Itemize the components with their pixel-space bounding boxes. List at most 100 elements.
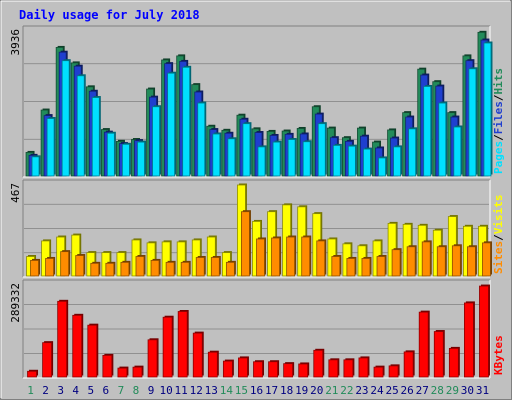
sites-bar: [241, 211, 250, 277]
pages-bar: [242, 123, 251, 177]
sites-bar: [346, 258, 356, 277]
kbytes-bar: [479, 285, 489, 378]
sites-bar: [105, 262, 115, 277]
kbytes-bar: [42, 342, 52, 378]
kbytes-bar: [177, 311, 188, 378]
x-tick-label: 21: [325, 384, 338, 397]
kbytes-bar: [433, 331, 444, 378]
panel-2-ymax-label: 289332: [9, 283, 22, 323]
panel-0-legend: Pages/Files/Hits: [492, 68, 505, 174]
kbytes-bar: [313, 349, 324, 378]
x-tick-label: 28: [431, 384, 444, 397]
sites-visits-panel: [22, 179, 492, 278]
pages-bar: [332, 145, 341, 177]
x-tick-label: 9: [148, 384, 155, 397]
pages-bar: [272, 141, 281, 177]
pages-bar: [152, 106, 160, 177]
pages-bar: [378, 157, 386, 177]
legend-item-kbytes: KBytes: [492, 335, 505, 375]
pages-bar: [393, 146, 401, 177]
kbytes-bar: [373, 366, 384, 378]
pages-bar: [423, 86, 432, 177]
x-tick-label: 10: [159, 384, 172, 397]
pages-bar: [76, 75, 85, 177]
x-tick-label: 5: [87, 384, 94, 397]
kbytes-bar: [222, 360, 233, 378]
pages-bar: [197, 102, 206, 177]
sites-bar: [180, 261, 190, 277]
sites-bar: [391, 249, 401, 277]
pages-bar: [122, 143, 130, 177]
pages-bar: [287, 139, 296, 177]
x-tick-label: 18: [280, 384, 293, 397]
sites-bar: [256, 238, 265, 277]
kbytes-bar: [464, 302, 474, 378]
pages-bar: [453, 126, 462, 177]
x-tick-label: 29: [446, 384, 459, 397]
sites-bar: [301, 236, 311, 277]
sites-bar: [150, 260, 160, 277]
legend-separator: /: [492, 234, 505, 241]
pages-bar: [363, 148, 371, 177]
sites-bar: [361, 258, 371, 277]
kbytes-bar: [132, 366, 143, 378]
pages-bar: [302, 141, 311, 177]
x-tick-label: 11: [175, 384, 188, 397]
panel-0-legend-text: Pages/Files/Hits: [492, 68, 505, 174]
kbytes-bar: [57, 300, 68, 378]
panel-1-ymax-label: 467: [9, 183, 22, 203]
pages-bar: [212, 133, 221, 177]
sites-bar: [316, 240, 326, 277]
pages-bar: [31, 156, 40, 177]
x-tick-label: 7: [118, 384, 125, 397]
pages-bar: [137, 141, 145, 177]
x-tick-label: 12: [190, 384, 203, 397]
kbytes-bar: [388, 365, 399, 378]
kbytes-bar: [253, 361, 263, 378]
sites-bar: [210, 257, 220, 277]
legend-item-visits: Visits: [492, 195, 505, 235]
x-tick-label: 6: [103, 384, 110, 397]
kbytes-panel: [22, 279, 491, 379]
x-tick-label: 31: [476, 384, 489, 397]
x-tick-label: 16: [250, 384, 263, 397]
kbytes-bar: [238, 357, 248, 378]
x-tick-label: 17: [265, 384, 278, 397]
kbytes-bar: [343, 359, 354, 378]
pages-bar: [91, 97, 100, 177]
pages-bar: [106, 132, 115, 177]
x-tick-label: 23: [355, 384, 368, 397]
x-tick-label: 24: [370, 384, 384, 397]
x-tick-label: 25: [385, 384, 398, 397]
legend-item-sites: Sites: [492, 241, 505, 274]
kbytes-bar: [268, 361, 278, 378]
sites-bar: [30, 260, 39, 277]
legend-item-pages: Pages: [492, 141, 505, 174]
sites-bar: [60, 251, 70, 277]
x-tick-label: 14: [220, 384, 234, 397]
legend-item-files: Files: [492, 101, 505, 134]
kbytes-bar: [87, 324, 98, 378]
panel-1-legend-text: Sites/Visits: [492, 195, 505, 275]
pages-bar: [61, 60, 70, 177]
x-tick-label: 13: [205, 384, 218, 397]
pages-bar: [167, 72, 176, 177]
pages-bar: [408, 128, 417, 177]
sites-bar: [90, 262, 100, 277]
x-tick-label: 20: [310, 384, 323, 397]
pages-bar: [182, 66, 191, 177]
sites-bar: [165, 261, 175, 277]
x-tick-label: 15: [235, 384, 248, 397]
panel-1-legend: Sites/Visits: [492, 195, 505, 275]
sites-bar: [331, 256, 341, 277]
hits-files-pages-panel: [22, 25, 493, 178]
legend-item-hits: Hits: [492, 68, 505, 95]
sites-bar: [467, 246, 476, 277]
sites-bar: [421, 241, 431, 277]
sites-bar: [225, 261, 235, 277]
sites-bar: [436, 246, 446, 277]
pages-bar: [347, 145, 356, 177]
panel-2-legend-text: KBytes: [492, 335, 505, 375]
kbytes-bar: [358, 357, 369, 378]
